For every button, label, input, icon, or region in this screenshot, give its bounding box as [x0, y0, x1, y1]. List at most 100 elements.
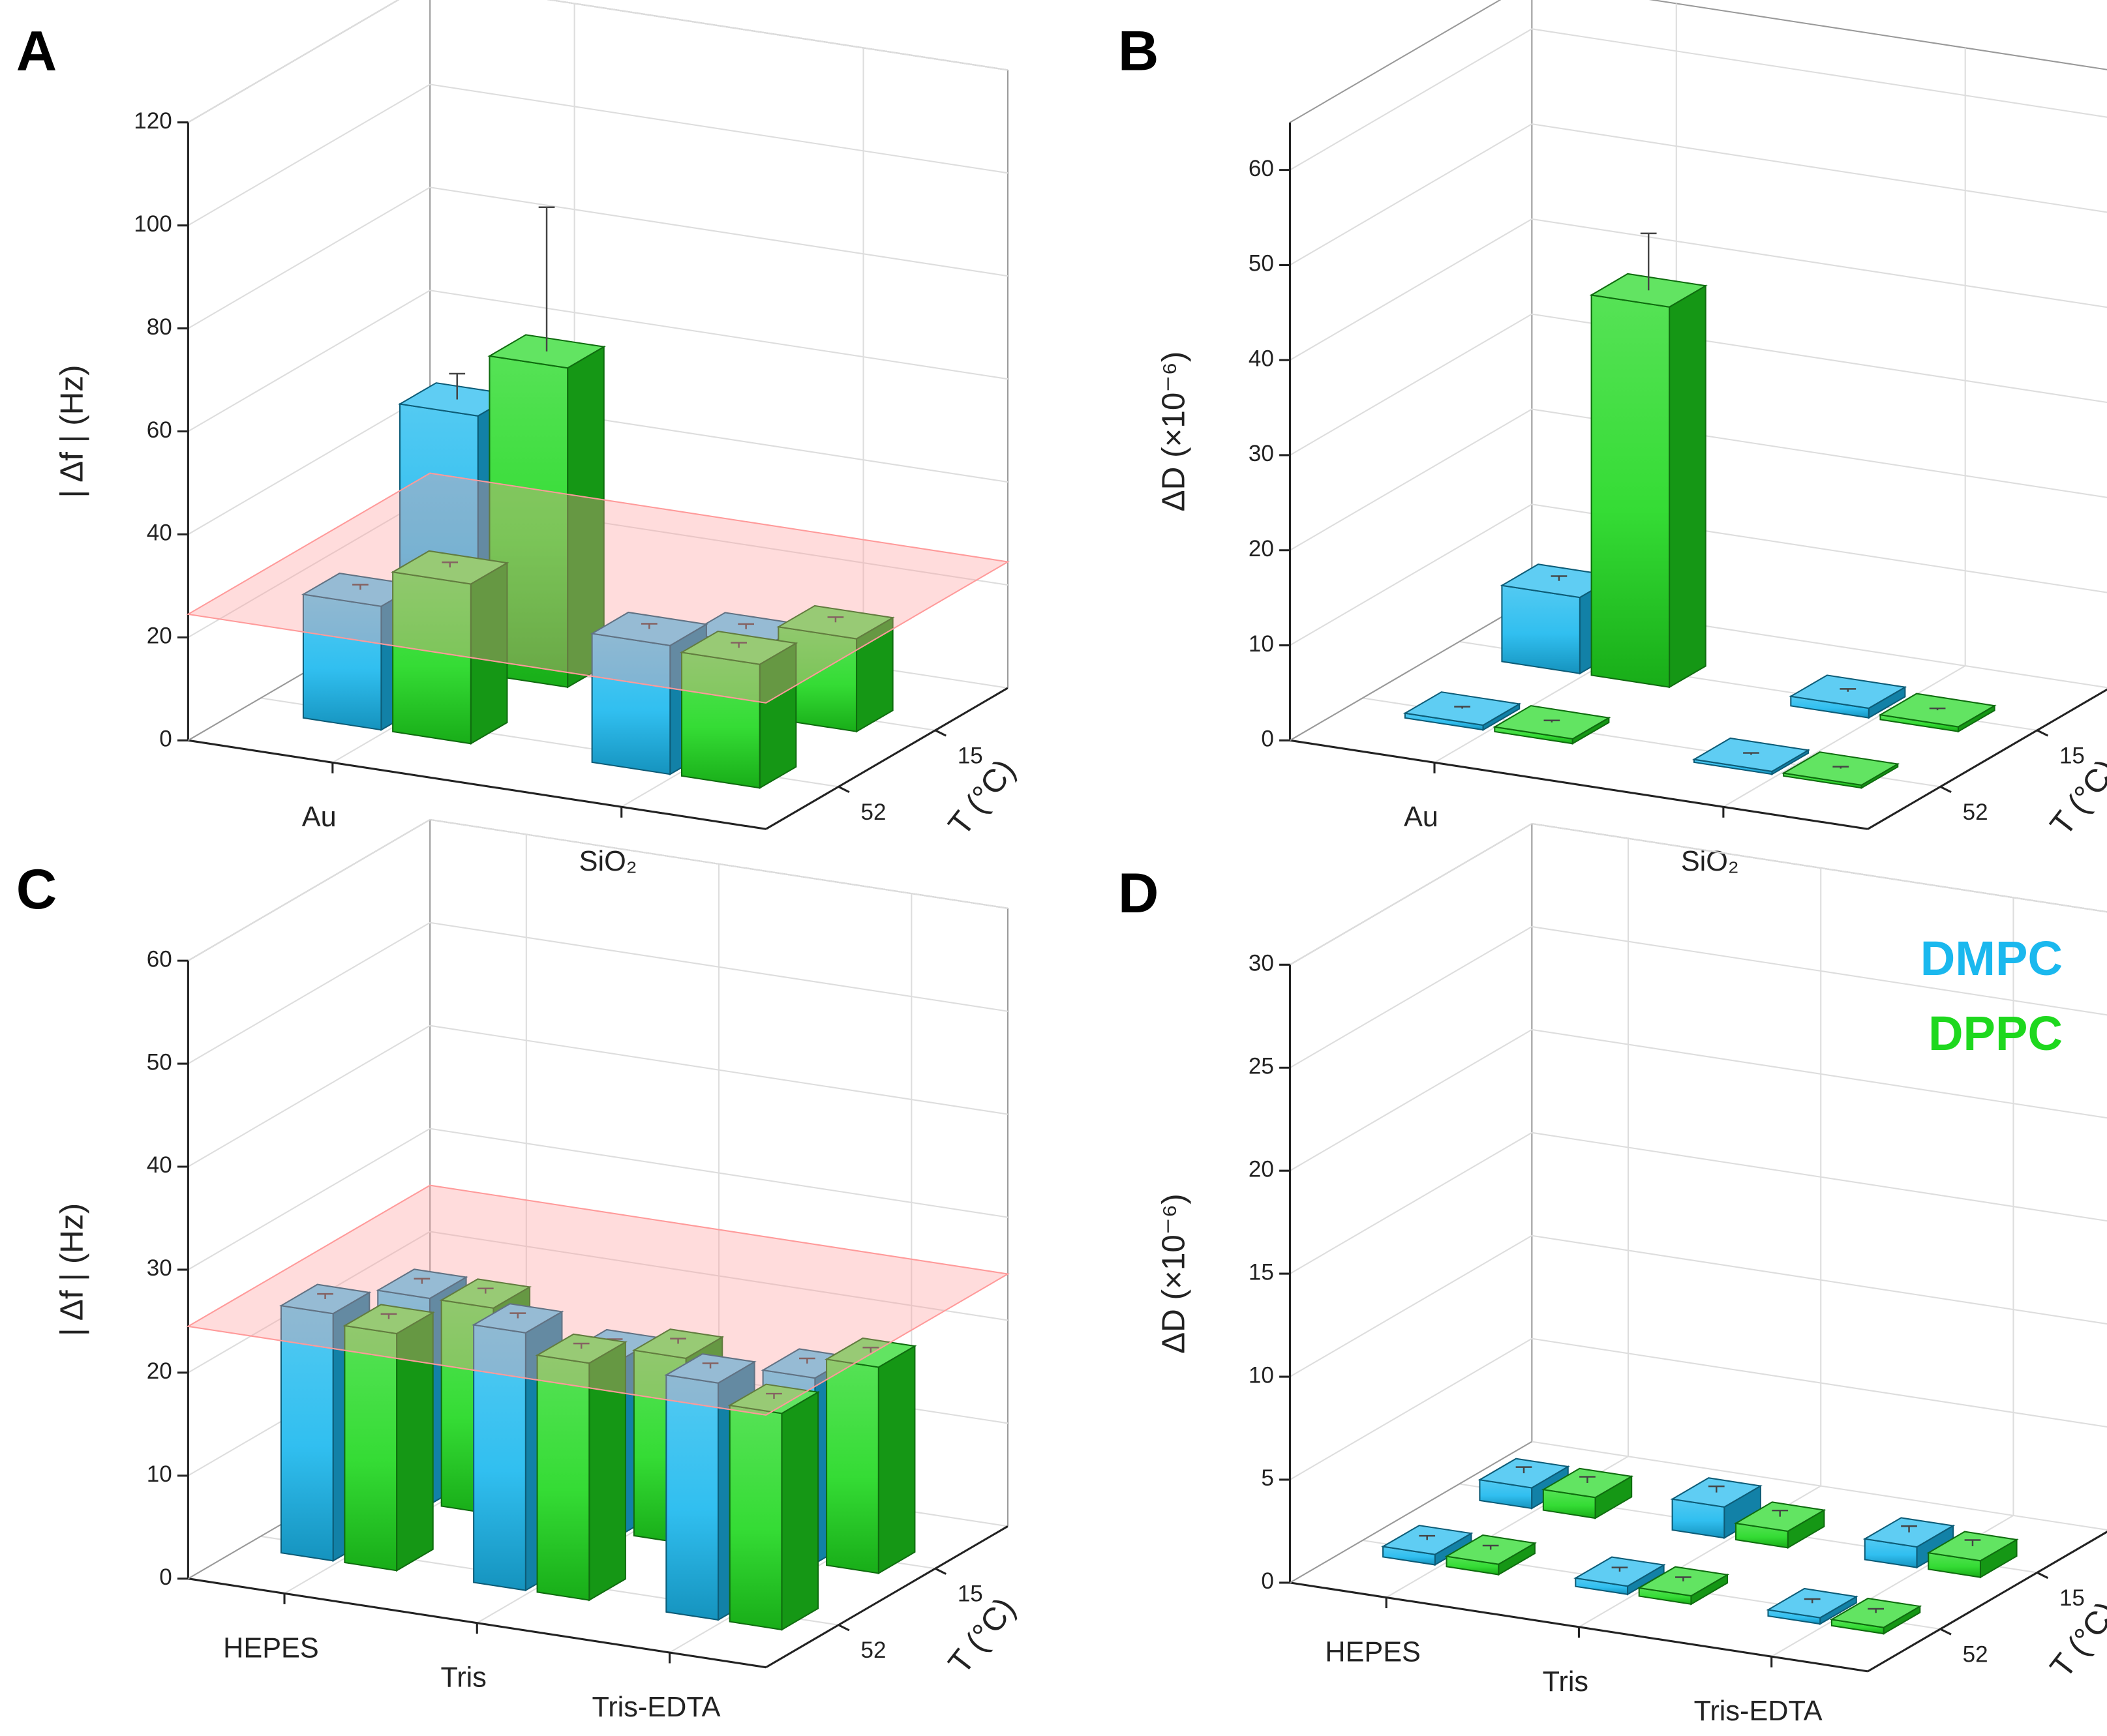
grid-line: [1290, 823, 1532, 966]
grid-line: [1532, 823, 2107, 913]
grid-line: [1532, 1441, 2107, 1531]
bar: [826, 1358, 879, 1574]
bar-top: [1589, 273, 1708, 308]
y-tick-label: 25: [1249, 1053, 1274, 1079]
floor-edge: [1290, 1441, 1532, 1583]
grid-line: [187, 83, 431, 226]
grid-line: [430, 1231, 1008, 1321]
y-tick-label: 10: [147, 1461, 172, 1487]
tick-mark: [2037, 729, 2049, 737]
grid-line: [430, 1025, 1008, 1115]
y-tick-label: 60: [147, 946, 172, 972]
box-edge: [1290, 0, 1502, 123]
y-tick-label: 5: [1261, 1465, 1273, 1491]
x-axis: [1290, 739, 1868, 830]
y-tick-label: 20: [1249, 1156, 1274, 1182]
tick-mark: [935, 729, 947, 737]
bar-side: [877, 1345, 916, 1575]
tick-mark: [935, 1567, 947, 1575]
depth-tick-label: 15: [2059, 1585, 2085, 1611]
box-edge: [187, 0, 400, 123]
grid-line: [1532, 28, 2107, 118]
panel-letter: D: [1118, 862, 1159, 925]
depth-tick-label: 52: [1963, 800, 1988, 825]
bar-top: [1862, 1517, 1956, 1548]
grid-line: [1290, 1131, 1532, 1274]
grid-line: [1290, 313, 1532, 456]
bar-top: [631, 1328, 725, 1359]
y-tick-label: 0: [159, 726, 172, 752]
bar-top: [825, 1337, 917, 1368]
grid-line: [187, 921, 431, 1064]
x-tick-label: SiO₂: [579, 846, 637, 877]
grid-line: [1532, 1131, 2107, 1222]
x-tick-label: Tris: [1543, 1666, 1588, 1698]
bar-top: [487, 334, 606, 369]
y-tick-label: 30: [1249, 441, 1274, 466]
bar: [729, 1404, 783, 1631]
bar-top: [1402, 691, 1522, 726]
box-edge: [1648, 0, 2107, 70]
x-tick-label: Tris-EDTA: [592, 1692, 720, 1723]
bar-top: [342, 1304, 435, 1335]
legend-label: DPPC: [1928, 1006, 2063, 1060]
floor-edge: [1290, 599, 1532, 741]
y-tick-label: 60: [1249, 156, 1274, 181]
grid-line: [1532, 1028, 2107, 1119]
grid-line: [1532, 218, 2107, 308]
y-tick-label: 10: [1249, 1362, 1274, 1388]
grid-line: [430, 921, 1008, 1012]
x-tick-label: Tris: [440, 1662, 486, 1694]
bar-side: [1669, 284, 1706, 689]
y-tick-label: 80: [147, 314, 172, 340]
y-axis-title: ΔD (×10⁻⁶): [1156, 1193, 1192, 1354]
bar-top: [376, 1268, 468, 1300]
legend-label: DMPC: [1920, 931, 2063, 985]
box-edge: [547, 0, 1008, 71]
grid-line: [1532, 1338, 2107, 1428]
grid-line: [187, 290, 431, 432]
grid-line: [1290, 218, 1532, 361]
panel-letter: C: [16, 858, 57, 921]
y-tick-label: 15: [1249, 1259, 1274, 1285]
bar-top: [1541, 1467, 1634, 1499]
bar: [665, 1374, 720, 1621]
bar: [1590, 294, 1671, 688]
y-tick-label: 60: [147, 417, 172, 443]
y-tick-label: 30: [1249, 951, 1274, 976]
grid-line: [187, 818, 431, 962]
y-tick-label: 30: [147, 1255, 172, 1281]
y-tick-label: 40: [1249, 346, 1274, 371]
grid-line: [1723, 665, 1966, 808]
tick-mark: [838, 785, 850, 793]
y-tick-label: 50: [1249, 251, 1274, 277]
bar: [536, 1354, 590, 1601]
reference-plane: [186, 472, 1010, 704]
grid-line: [187, 1128, 431, 1270]
grid-line: [187, 496, 431, 638]
grid-line: [547, 0, 1008, 71]
x-tick-label: Au: [302, 801, 337, 833]
grid-line: [1290, 503, 1532, 646]
grid-line: [430, 83, 1008, 174]
grid-line: [187, 187, 431, 329]
y-tick-label: 0: [1261, 1568, 1273, 1594]
y-axis-title: | Δf | (Hz): [53, 1203, 89, 1336]
depth-tick-label: 15: [2059, 743, 2085, 768]
y-tick-label: 20: [147, 623, 172, 649]
depth-axis: [765, 687, 1008, 830]
y-tick-label: 0: [159, 1564, 172, 1590]
y-tick-label: 50: [147, 1049, 172, 1075]
bar-top: [391, 550, 509, 585]
bar-side: [781, 1390, 819, 1631]
grid-line: [430, 290, 1008, 380]
x-tick-label: Tris-EDTA: [1694, 1696, 1823, 1727]
tick-mark: [2037, 1572, 2049, 1579]
grid-line: [1290, 926, 1532, 1069]
bar-top: [535, 1333, 628, 1364]
y-tick-label: 120: [134, 108, 172, 134]
depth-tick-label: 15: [958, 1581, 983, 1607]
reference-plane: [186, 1184, 1010, 1416]
grid-line: [1532, 123, 2107, 213]
